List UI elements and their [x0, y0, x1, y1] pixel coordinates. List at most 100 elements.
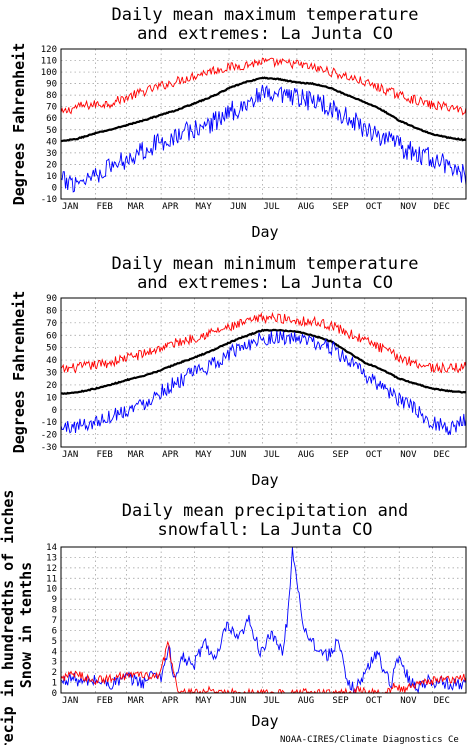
x-tick-label: NOV: [400, 202, 417, 212]
x-tick-label: MAY: [196, 696, 213, 706]
x-tick-label: AUG: [298, 696, 314, 706]
y-tick-label: 90: [46, 294, 57, 304]
y-axis-label-line2: Snow in tenths: [17, 562, 35, 688]
x-tick-label: NOV: [400, 696, 417, 706]
x-tick-label: JAN: [62, 696, 78, 706]
y-tick-label: 30: [46, 369, 57, 379]
y-tick-label: 3: [52, 658, 57, 668]
plot-frame: [60, 48, 467, 200]
y-tick-label: 60: [46, 331, 57, 341]
y-tick-label: -10: [41, 195, 57, 205]
x-tick-label: FEB: [96, 450, 112, 460]
x-tick-label: AUG: [298, 202, 314, 212]
y-tick-label: 12: [46, 564, 57, 574]
min-temp-plot-area: -30 -20 -10 0 10 20 30 40 50 60 70 80 90 JAN FEB MAR APR…: [41, 294, 467, 460]
y-tick-label: 20: [46, 160, 57, 170]
y-tick-label: 60: [46, 114, 57, 124]
chart-title-line2: and extremes: La Junta CO: [137, 273, 393, 293]
chart-title-line2: snowfall: La Junta CO: [158, 520, 373, 540]
y-tick-label: 30: [46, 149, 57, 159]
x-tick-label: APR: [162, 696, 179, 706]
y-tick-label: 0: [52, 183, 57, 193]
x-tick-label: MAY: [196, 450, 213, 460]
y-tick-label: 13: [46, 553, 57, 563]
x-tick-label: OCT: [366, 450, 383, 460]
x-tick-label: FEB: [96, 696, 112, 706]
y-tick-label: 8: [52, 606, 57, 616]
y-axis-label: Degrees Fahrenheit: [10, 291, 28, 454]
chart-title-line1: Daily mean minimum temperature: [111, 254, 418, 274]
series-line-mean: [61, 328, 467, 395]
y-tick-label: 70: [46, 103, 57, 113]
max-temp-panel: Daily mean maximum temperature and extre…: [10, 5, 467, 241]
y-tick-label: 110: [41, 57, 57, 67]
y-tick-label: -20: [41, 431, 57, 441]
y-tick-label: 4: [52, 647, 57, 657]
x-axis-label: Day: [251, 223, 278, 241]
y-tick-label: 20: [46, 381, 57, 391]
x-tick-label: MAR: [128, 202, 145, 212]
precip-panel: Daily mean precipitation and snowfall: L…: [0, 490, 467, 745]
x-tick-label: MAR: [128, 696, 145, 706]
y-tick-label: 10: [46, 393, 57, 403]
y-tick-label: 90: [46, 80, 57, 90]
x-tick-label: JUN: [230, 696, 246, 706]
x-tick-label: FEB: [96, 202, 112, 212]
chart-title-line1: Daily mean precipitation and: [122, 501, 409, 521]
y-tick-label: 5: [52, 637, 57, 647]
x-tick-label: SEP: [332, 202, 349, 212]
credit-text: NOAA-CIRES/Climate Diagnostics Ce: [280, 735, 459, 745]
x-tick-label: JUL: [263, 450, 279, 460]
y-axis-label-line1: Precip in hundredths of inches: [0, 490, 17, 745]
chart-title-line2: and extremes: La Junta CO: [137, 24, 393, 44]
y-tick-label: 6: [52, 626, 57, 636]
y-tick-label: 70: [46, 319, 57, 329]
x-tick-label: JUL: [263, 696, 279, 706]
y-tick-label: -10: [41, 418, 57, 428]
chart-title-line1: Daily mean maximum temperature: [111, 5, 418, 25]
x-tick-label: JAN: [62, 450, 78, 460]
x-axis-label: Day: [251, 712, 278, 730]
y-tick-label: 0: [52, 689, 57, 699]
x-tick-label: JUN: [230, 202, 246, 212]
y-tick-label: 14: [46, 543, 57, 553]
x-tick-label: SEP: [332, 696, 349, 706]
y-tick-label: 10: [46, 172, 57, 182]
y-tick-label: 1: [52, 679, 57, 689]
y-tick-label: 50: [46, 126, 57, 136]
x-tick-label: MAY: [196, 202, 213, 212]
y-tick-label: 7: [52, 616, 57, 626]
y-tick-label: 0: [52, 406, 57, 416]
y-tick-label: 40: [46, 137, 57, 147]
x-axis-label: Day: [251, 471, 278, 489]
y-tick-label: 100: [41, 68, 57, 78]
x-tick-label: APR: [162, 202, 179, 212]
x-tick-label: AUG: [298, 450, 314, 460]
series-line-upper: [60, 57, 467, 116]
x-tick-label: APR: [162, 450, 179, 460]
x-tick-label: SEP: [332, 450, 349, 460]
y-tick-label: 11: [46, 574, 57, 584]
x-tick-label: JUN: [230, 450, 246, 460]
series-line-snow: [60, 640, 467, 695]
x-tick-label: NOV: [400, 450, 417, 460]
y-tick-label: 40: [46, 356, 57, 366]
y-tick-label: 120: [41, 45, 57, 55]
x-tick-label: OCT: [366, 696, 383, 706]
x-tick-label: DEC: [434, 202, 450, 212]
y-tick-label: 9: [52, 595, 57, 605]
series-line-mean: [60, 76, 467, 143]
series-line-lower: [60, 330, 467, 436]
series-line-precip: [60, 546, 467, 695]
y-tick-label: 50: [46, 344, 57, 354]
x-tick-label: DEC: [434, 450, 450, 460]
y-tick-label: 10: [46, 585, 57, 595]
x-tick-label: JUL: [263, 202, 279, 212]
x-tick-label: MAR: [128, 450, 145, 460]
series-line-upper: [60, 311, 467, 374]
y-tick-label: -30: [41, 443, 57, 453]
x-tick-label: JAN: [62, 202, 78, 212]
